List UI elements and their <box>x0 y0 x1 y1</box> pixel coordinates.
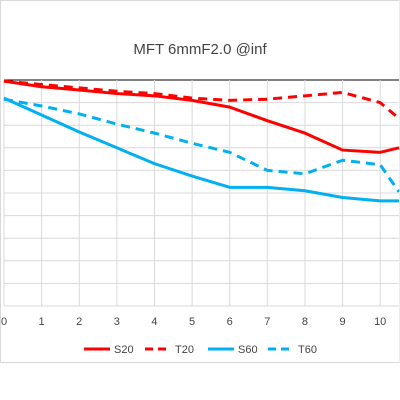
series-line <box>3 97 400 193</box>
x-tick-label: 6 <box>227 316 233 328</box>
legend-label: S60 <box>238 344 258 356</box>
x-tick-label: 5 <box>189 316 195 328</box>
series-line <box>3 96 399 203</box>
chart-title: MFT 6mmF2.0 @inf <box>133 41 267 58</box>
x-tick-label: 8 <box>302 316 308 328</box>
x-tick-label: 9 <box>340 316 346 328</box>
x-tick-label: 1 <box>39 316 45 328</box>
x-tick-label: 7 <box>264 316 270 328</box>
x-tick-label: 4 <box>151 316 157 328</box>
x-tick-label: 2 <box>76 316 82 328</box>
legend-label: T60 <box>298 344 317 356</box>
series-line <box>3 79 400 154</box>
x-tick-label: 0 <box>1 316 7 328</box>
legend-label: T20 <box>175 344 194 356</box>
series-line <box>3 79 400 120</box>
legend-label: S20 <box>114 344 134 356</box>
chart-frame <box>0 0 400 363</box>
x-tick-label: 3 <box>114 316 120 328</box>
x-tick-label: 10 <box>374 316 386 328</box>
